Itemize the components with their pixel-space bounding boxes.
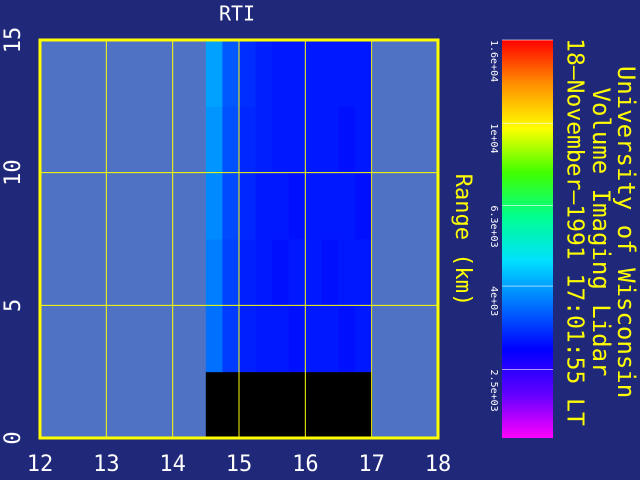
side-text: 18–November–1991 17:01:55 LT [562,38,588,426]
colorbar-tick-label: 4e+03 [488,286,499,316]
x-tick-label: 12 [27,452,54,477]
heatmap-cell [288,40,306,107]
heatmap-cell [305,106,323,174]
heatmap-cell [239,40,257,107]
heatmap-cell [255,305,273,373]
heatmap-cell [205,172,223,240]
heatmap-cell [321,106,339,174]
heatmap-cell [205,239,223,306]
heatmap-cell [222,40,240,107]
heatmap-cell [288,239,306,306]
heatmap-cell [338,239,356,306]
heatmap-cell [355,106,373,174]
heatmap-cell [205,40,223,107]
heatmap-cell [255,172,273,240]
heatmap-cell [222,106,240,174]
heatmap-cell [272,305,290,373]
y-tick-label: 10 [1,159,26,186]
y-tick-label: 0 [1,431,26,444]
heatmap-cell [338,106,356,174]
y-axis-label: Range (km) [450,174,475,306]
heatmap-cell [239,106,257,174]
x-tick-label: 15 [226,452,253,477]
heatmap-cell [305,305,323,373]
heatmap-cell [255,239,273,306]
heatmap-cell [305,239,323,306]
heatmap-cell [222,371,240,439]
heatmap-cell [338,371,356,439]
heatmap-cell [305,172,323,240]
x-tick-label: 14 [159,452,186,477]
heatmap-cell [321,239,339,306]
heatmap-cell [338,305,356,373]
heatmap-cell [321,371,339,439]
plot-frame [38,38,440,440]
heatmap-cell [272,40,290,107]
colorbar [502,40,553,438]
heatmap-cell [222,239,240,306]
side-text: Volume Imaging Lidar [587,88,615,377]
chart-title: RTI [219,2,255,26]
heatmap-cell [239,305,257,373]
heatmap-cell [222,172,240,240]
heatmap-cell [255,106,273,174]
heatmap-cell [222,305,240,373]
x-tick-label: 16 [292,452,319,477]
heatmap-cell [288,305,306,373]
y-tick-label: 15 [1,27,26,54]
heatmap-cell [239,239,257,306]
heatmap-cell [338,40,356,107]
colorbar-tick-label: 6.3e+03 [488,205,499,247]
heatmap-cell [355,239,373,306]
heatmap-cell [355,172,373,240]
colorbar-tick-label: 1e+04 [488,123,499,153]
heatmap-cell [338,172,356,240]
colorbar-tick-label: 1.6e+04 [488,40,499,82]
heatmap-cell [255,40,273,107]
heatmap-cell [272,106,290,174]
heatmap-cell [239,371,257,439]
heatmap-cell [272,239,290,306]
heatmap-cell [272,172,290,240]
heatmap-cell [288,371,306,439]
heatmap-cell [355,40,373,107]
heatmap-cell [355,371,373,439]
heatmap-cell [305,371,323,439]
x-tick-label: 13 [93,452,120,477]
heatmap-cell [321,172,339,240]
side-text: University of Wisconsin [612,66,640,398]
heatmap-cell [355,305,373,373]
heatmap-cell [288,172,306,240]
heatmap-cell [288,106,306,174]
y-tick-label: 5 [1,299,26,312]
heatmap-cell [205,305,223,373]
heatmap-cell [205,371,223,439]
heatmap-cell [272,371,290,439]
x-tick-label: 17 [358,452,385,477]
heatmap-cell [305,40,323,107]
heatmap-cell [239,172,257,240]
x-tick-label: 18 [425,452,452,477]
heatmap-cell [255,371,273,439]
heatmap-cell [321,40,339,107]
heatmap-cell [205,106,223,174]
heatmap-cell [321,305,339,373]
colorbar-tick-label: 2.5e+03 [488,370,499,412]
